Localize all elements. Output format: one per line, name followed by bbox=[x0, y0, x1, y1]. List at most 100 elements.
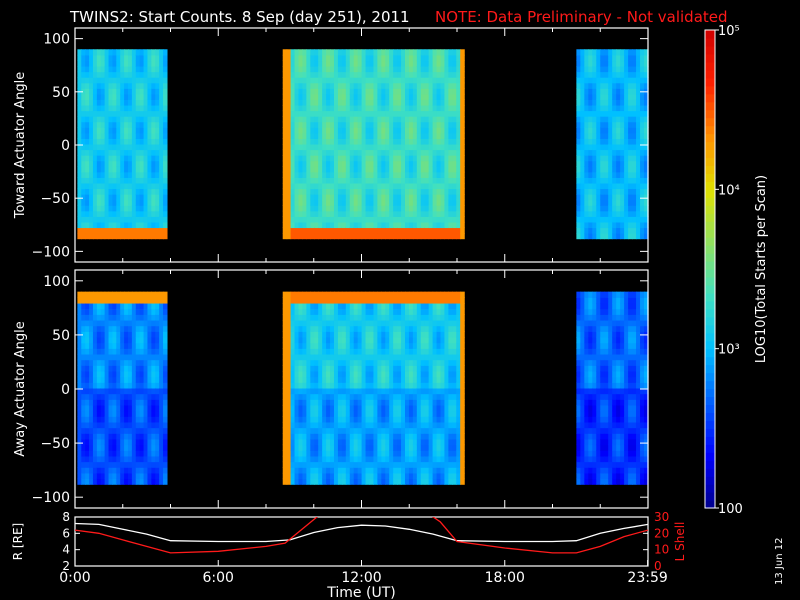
heatmap-cell bbox=[341, 77, 347, 84]
heatmap-cell bbox=[310, 216, 315, 223]
heatmap-cell bbox=[432, 82, 438, 89]
heatmap-cell bbox=[397, 110, 402, 117]
heatmap-cell bbox=[306, 455, 311, 463]
heatmap-cell bbox=[124, 382, 129, 389]
heatmap-cell bbox=[139, 210, 145, 217]
heatmap-cell bbox=[326, 121, 331, 128]
heatmap-cell bbox=[404, 221, 410, 229]
heatmap-cell bbox=[310, 393, 315, 400]
heatmap-cell bbox=[131, 336, 137, 344]
heatmap-cell bbox=[100, 110, 106, 117]
heatmap-cell bbox=[143, 393, 149, 400]
heatmap-cell bbox=[310, 82, 315, 89]
heatmap-cell bbox=[155, 160, 160, 167]
heatmap-cell bbox=[333, 427, 339, 434]
heatmap-cell bbox=[77, 177, 82, 184]
heatmap-cell bbox=[349, 71, 355, 78]
heatmap-cell bbox=[139, 291, 145, 298]
heatmap-cell bbox=[436, 77, 442, 84]
heatmap-cell bbox=[310, 93, 315, 100]
heatmap-cell bbox=[596, 166, 601, 173]
heatmap-cell bbox=[139, 478, 145, 485]
heatmap-cell bbox=[420, 353, 426, 361]
heatmap-cell bbox=[310, 177, 315, 184]
heatmap-cell bbox=[404, 116, 410, 123]
heatmap-cell bbox=[444, 60, 449, 67]
heatmap-cell bbox=[143, 221, 149, 229]
heatmap-cell bbox=[393, 227, 398, 234]
heatmap-cell bbox=[127, 188, 133, 195]
heatmap-cell bbox=[456, 88, 461, 95]
heatmap-cell bbox=[389, 49, 394, 56]
heatmap-cell bbox=[163, 77, 168, 84]
heatmap-cell bbox=[310, 116, 315, 123]
heatmap-cell bbox=[85, 138, 90, 145]
heatmap-cell bbox=[81, 467, 86, 474]
heatmap-cell bbox=[420, 376, 426, 383]
heatmap-cell bbox=[636, 149, 641, 156]
heatmap-cell bbox=[104, 143, 110, 151]
heatmap-cell bbox=[337, 302, 343, 310]
heatmap-cell bbox=[369, 376, 375, 383]
heatmap-cell bbox=[85, 410, 90, 417]
heatmap-cell bbox=[139, 132, 145, 139]
heatmap-cell bbox=[361, 155, 367, 162]
heatmap-cell bbox=[108, 77, 114, 84]
heatmap-cell bbox=[345, 370, 351, 378]
heatmap-cell bbox=[608, 54, 613, 62]
heatmap-cell bbox=[322, 99, 327, 106]
heatmap-cell bbox=[349, 155, 355, 162]
heatmap-cell bbox=[337, 365, 343, 372]
heatmap-cell bbox=[108, 227, 114, 234]
heatmap-cell bbox=[314, 387, 319, 395]
heatmap-cell bbox=[302, 93, 307, 100]
heatmap-cell bbox=[318, 450, 323, 457]
heatmap-cell bbox=[365, 160, 371, 167]
heatmap-cell bbox=[604, 188, 609, 195]
heatmap-cell bbox=[361, 49, 367, 56]
heatmap-cell bbox=[306, 104, 311, 112]
heatmap-cell bbox=[412, 342, 418, 349]
heatmap-cell bbox=[302, 399, 307, 406]
heatmap-cell bbox=[416, 438, 422, 446]
heatmap-cell bbox=[322, 166, 327, 173]
heatmap-cell bbox=[92, 291, 98, 298]
heatmap-cell bbox=[104, 438, 110, 446]
heatmap-cell bbox=[147, 138, 152, 145]
heatmap-cell bbox=[286, 478, 292, 485]
heatmap-cell bbox=[337, 221, 343, 229]
heatmap-cell bbox=[127, 404, 133, 412]
heatmap-cell bbox=[310, 143, 315, 151]
heatmap-cell bbox=[100, 194, 106, 201]
heatmap-cell bbox=[377, 416, 382, 423]
heatmap-cell bbox=[436, 221, 442, 229]
heatmap-cell bbox=[381, 227, 386, 234]
heatmap-cell bbox=[298, 421, 304, 429]
heatmap-cell bbox=[612, 99, 617, 106]
heatmap-cell bbox=[159, 461, 164, 468]
heatmap-cell bbox=[318, 348, 323, 355]
heatmap-cell bbox=[131, 331, 137, 338]
heatmap-cell bbox=[104, 199, 110, 206]
heatmap-cell bbox=[282, 342, 288, 349]
heatmap-cell bbox=[401, 155, 406, 162]
heatmap-cell bbox=[636, 60, 641, 67]
heatmap-cell bbox=[127, 194, 133, 201]
heatmap-cell bbox=[96, 421, 102, 429]
heatmap-cell bbox=[135, 199, 141, 206]
heatmap-cell bbox=[369, 359, 375, 366]
heatmap-cell bbox=[353, 365, 359, 372]
heatmap-cell bbox=[393, 416, 398, 423]
heatmap-cell bbox=[393, 60, 398, 67]
heatmap-cell bbox=[326, 88, 331, 95]
heatmap-cell bbox=[147, 227, 152, 234]
heatmap-cell bbox=[302, 291, 307, 298]
heatmap-cell bbox=[298, 433, 304, 440]
heatmap-cell bbox=[290, 467, 296, 474]
heatmap-cell bbox=[131, 132, 137, 139]
heatmap-cell bbox=[381, 308, 386, 315]
heatmap-cell bbox=[89, 359, 94, 366]
heatmap-cell bbox=[369, 160, 375, 167]
heatmap-cell bbox=[608, 65, 613, 73]
heatmap-cell bbox=[337, 450, 343, 457]
